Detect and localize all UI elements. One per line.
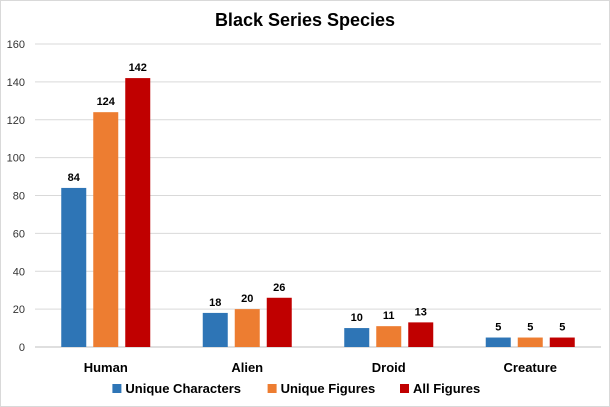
x-tick-label: Droid	[372, 360, 406, 375]
x-tick-label: Creature	[504, 360, 557, 375]
x-axis-ticks: Human Alien Droid Creature	[84, 360, 557, 375]
bar-human-unique-figures	[93, 112, 119, 347]
x-tick-label: Human	[84, 360, 128, 375]
data-label: 84	[68, 172, 81, 184]
y-tick-label: 0	[19, 342, 25, 354]
legend-label: Unique Figures	[281, 381, 376, 396]
bar-creature-unique-characters	[485, 337, 511, 347]
legend-swatch	[267, 384, 277, 393]
data-label: 142	[129, 62, 147, 74]
data-label: 11	[383, 310, 395, 322]
y-tick-label: 80	[13, 191, 25, 203]
bars	[61, 78, 575, 348]
y-tick-label: 120	[7, 115, 25, 127]
bar-alien-unique-characters	[202, 312, 228, 347]
y-tick-label: 100	[7, 153, 25, 165]
bar-alien-all-figures	[266, 297, 292, 347]
y-tick-label: 160	[7, 39, 25, 51]
data-label: 5	[495, 322, 501, 334]
legend-label: All Figures	[413, 381, 480, 396]
data-label: 124	[97, 96, 116, 108]
data-label: 20	[241, 293, 253, 305]
data-label: 5	[559, 322, 565, 334]
bar-creature-unique-figures	[517, 337, 543, 347]
bar-droid-unique-figures	[376, 326, 402, 347]
y-tick-label: 60	[13, 228, 25, 240]
legend-swatch	[112, 384, 122, 393]
data-label: 10	[351, 312, 363, 324]
data-label: 5	[527, 322, 533, 334]
y-tick-label: 40	[13, 266, 25, 278]
data-labels: 84 124 142 18 20 26 10 11 13 5 5 5	[68, 62, 566, 333]
bar-human-all-figures	[125, 78, 151, 348]
gridlines	[35, 43, 601, 348]
bar-creature-all-figures	[549, 337, 575, 347]
legend: Unique Characters Unique Figures All Figur…	[112, 381, 480, 396]
bar-human-unique-characters	[61, 187, 87, 347]
y-axis-ticks: 0 20 40 60 80 100 120 140 160	[7, 39, 25, 354]
bar-alien-unique-figures	[234, 309, 260, 347]
data-label: 18	[209, 297, 221, 309]
bar-droid-unique-characters	[344, 328, 370, 347]
data-label: 13	[415, 306, 427, 318]
legend-swatch	[400, 384, 409, 393]
y-tick-label: 140	[7, 77, 25, 89]
chart-title: Black Series Species	[215, 10, 395, 30]
y-tick-label: 20	[13, 304, 25, 316]
bar-droid-all-figures	[408, 322, 434, 347]
x-tick-label: Alien	[231, 360, 263, 375]
data-label: 26	[273, 282, 285, 294]
legend-label: Unique Characters	[125, 381, 241, 396]
